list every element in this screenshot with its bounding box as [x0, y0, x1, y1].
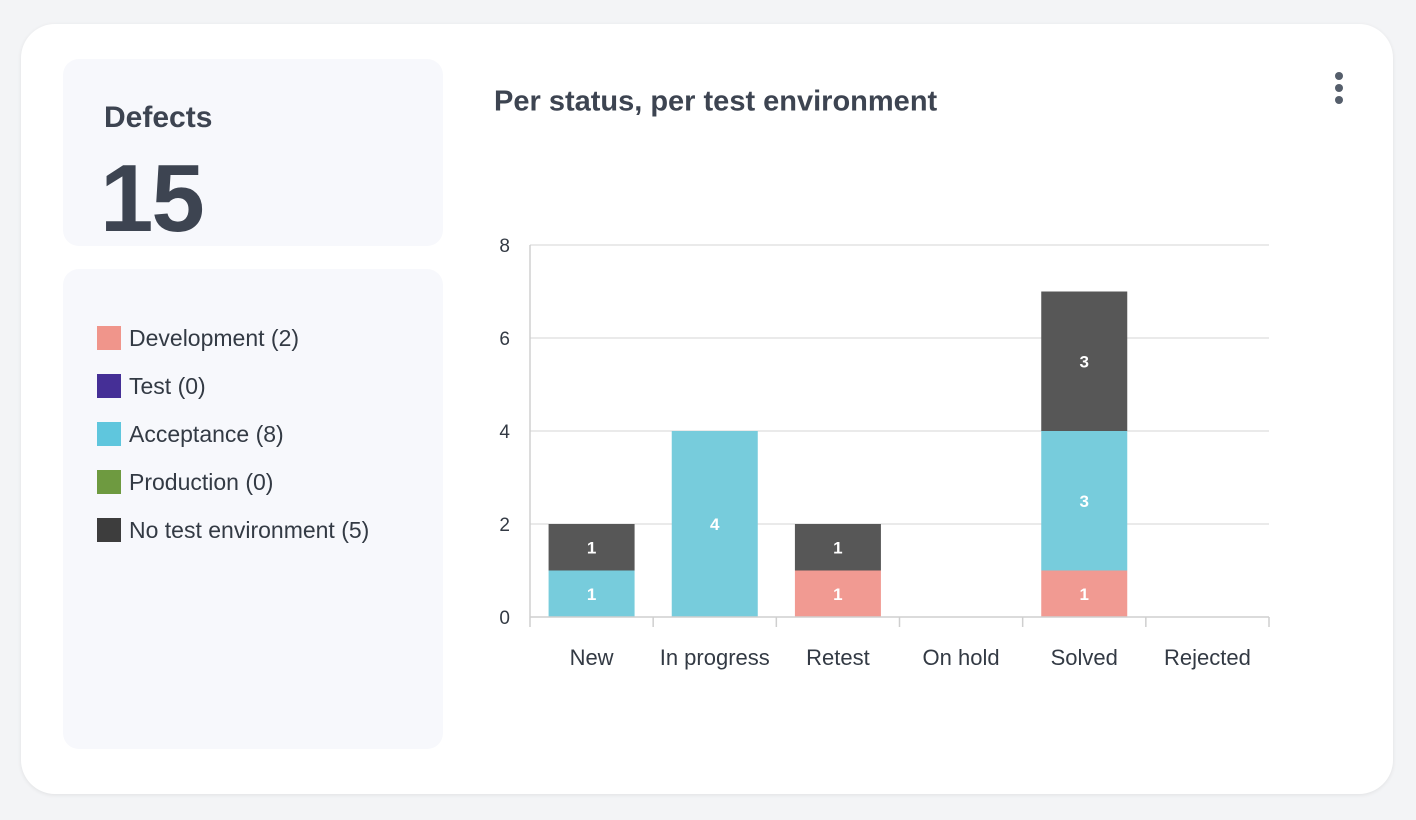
bar-segment[interactable] [794, 570, 881, 618]
legend-label: Test (0) [129, 372, 206, 399]
data-label: 1 [1080, 585, 1089, 604]
kpi-value: 15 [100, 145, 205, 252]
y-tick-label: 4 [499, 422, 510, 443]
y-tick-label: 8 [499, 236, 510, 257]
stacked-bar-chart: 0 2 4 6 8 1 1 4 1 1 1 3 3 New In progress Retest On hold… [499, 236, 1270, 670]
legend-label: Production (0) [129, 468, 274, 495]
bar-segment[interactable] [671, 431, 758, 617]
bar-segment[interactable] [1041, 431, 1128, 571]
x-category-label: Rejected [1164, 645, 1251, 670]
defects-kpi-panel: Defects 15 [63, 59, 443, 252]
y-tick-label: 2 [499, 515, 510, 536]
more-vertical-icon-dot [1335, 96, 1343, 104]
x-category-label: Retest [806, 645, 870, 670]
bar-segment[interactable] [548, 524, 635, 571]
legend-panel: Development (2) Test (0) Acceptance (8) … [63, 269, 443, 749]
data-label: 1 [833, 538, 842, 557]
data-label: 1 [587, 585, 596, 604]
bar-segment[interactable] [548, 570, 635, 618]
legend-item-development[interactable]: Development (2) [97, 324, 300, 351]
data-label: 4 [710, 515, 720, 534]
defects-widget-card: Defects 15 Development (2) Test (0) Acce… [21, 24, 1393, 794]
legend-label: Acceptance (8) [129, 420, 284, 447]
y-tick-label: 6 [499, 329, 510, 350]
x-category-label: In progress [660, 645, 770, 670]
more-vertical-icon [1335, 72, 1343, 80]
bar-segment[interactable] [1041, 291, 1128, 432]
legend-swatch [97, 422, 121, 446]
kpi-label: Defects [104, 101, 213, 134]
legend-item-acceptance[interactable]: Acceptance (8) [97, 420, 284, 447]
data-label: 1 [833, 585, 842, 604]
legend-item-no-test-environment[interactable]: No test environment (5) [97, 516, 370, 543]
x-category-label: Solved [1051, 645, 1118, 670]
bar-segment[interactable] [794, 524, 881, 571]
chart-title: Per status, per test environment [494, 85, 938, 118]
legend-swatch [97, 518, 121, 542]
legend-label: Development (2) [129, 324, 300, 351]
data-label: 3 [1080, 352, 1089, 371]
more-options-button[interactable] [1319, 68, 1359, 108]
legend-swatch [97, 374, 121, 398]
legend-swatch [97, 326, 121, 350]
more-vertical-icon-dot [1335, 84, 1343, 92]
x-category-label: New [570, 645, 614, 670]
data-label: 1 [587, 538, 596, 557]
x-category-label: On hold [923, 645, 1000, 670]
legend-item-production[interactable]: Production (0) [97, 468, 274, 495]
data-label: 3 [1080, 492, 1089, 511]
bar-segment[interactable] [1041, 570, 1128, 618]
legend-label: No test environment (5) [129, 516, 370, 543]
legend-item-test[interactable]: Test (0) [97, 372, 206, 399]
legend-swatch [97, 470, 121, 494]
y-tick-label: 0 [499, 608, 510, 629]
